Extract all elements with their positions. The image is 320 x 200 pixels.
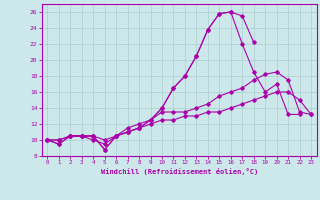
X-axis label: Windchill (Refroidissement éolien,°C): Windchill (Refroidissement éolien,°C) bbox=[100, 168, 258, 175]
